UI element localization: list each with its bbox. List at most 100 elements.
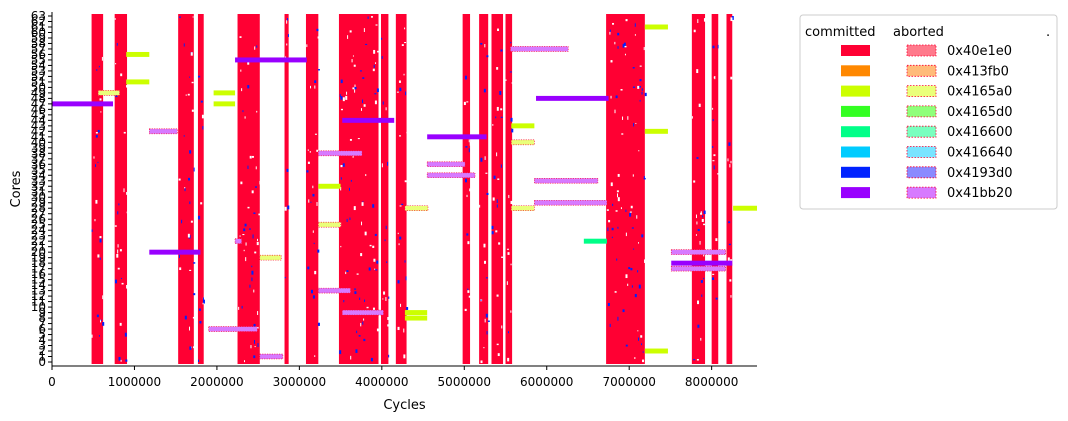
dense-mark xyxy=(617,316,619,321)
dense-mark xyxy=(124,332,127,337)
dense-mark xyxy=(353,64,356,67)
dense-mark xyxy=(399,236,402,240)
dense-mark xyxy=(181,219,183,224)
dense-mark xyxy=(354,84,356,88)
dense-mark xyxy=(644,259,647,263)
dense-mark xyxy=(352,155,354,158)
dense-mark xyxy=(638,337,640,341)
transaction-bar-core-38 xyxy=(318,150,363,157)
dense-mark xyxy=(728,142,731,146)
dense-mark xyxy=(511,82,514,84)
dense-mark xyxy=(287,18,289,21)
dense-band-10 xyxy=(462,14,472,364)
legend-committed-swatch xyxy=(841,45,870,56)
dense-mark xyxy=(256,45,258,48)
dense-mark xyxy=(637,270,639,273)
legend-aborted-swatch xyxy=(906,166,937,179)
dense-mark xyxy=(193,293,196,296)
dense-mark xyxy=(466,194,468,198)
dense-mark xyxy=(255,166,257,170)
y-tick-label: 26 xyxy=(31,212,46,226)
dense-mark xyxy=(360,322,362,327)
dense-mark xyxy=(245,242,247,246)
y-tick-label: 58 xyxy=(31,36,46,50)
dense-band-5 xyxy=(284,14,290,364)
dense-mark xyxy=(372,204,375,208)
dense-mark xyxy=(349,30,352,33)
dense-mark xyxy=(200,100,203,103)
dense-mark xyxy=(378,359,380,363)
legend-aborted-swatch xyxy=(906,186,937,199)
dense-mark xyxy=(340,164,343,168)
dense-mark xyxy=(715,238,718,242)
dense-mark xyxy=(510,41,512,44)
dense-mark xyxy=(372,307,375,311)
dense-mark xyxy=(399,135,402,137)
legend-aborted-header: aborted xyxy=(893,25,944,40)
dense-mark xyxy=(96,69,98,71)
y-tick-label: 50 xyxy=(31,80,46,94)
transaction-bar-core-32 xyxy=(318,183,341,189)
dense-mark xyxy=(703,210,706,215)
dense-mark xyxy=(359,70,362,72)
dense-mark xyxy=(695,214,697,219)
dense-mark xyxy=(256,238,258,242)
dense-mark xyxy=(115,63,117,65)
dense-mark xyxy=(405,276,407,281)
dense-mark xyxy=(615,210,618,212)
dense-mark xyxy=(609,31,611,35)
dense-band-fill xyxy=(462,14,471,364)
dense-band-fill xyxy=(691,14,706,364)
dense-mark xyxy=(244,223,247,227)
dense-band-16 xyxy=(711,14,720,364)
dense-mark xyxy=(202,297,204,300)
dense-mark xyxy=(312,230,314,233)
dense-mark xyxy=(364,299,366,302)
y-tick-label: 0 xyxy=(38,355,46,369)
dense-mark xyxy=(102,295,104,300)
dense-mark xyxy=(99,98,102,101)
y-tick-label: 49 xyxy=(31,86,46,100)
legend-entry-label: 0x4165a0 xyxy=(947,85,1012,100)
y-tick-label: 57 xyxy=(31,42,46,56)
dense-mark xyxy=(480,157,483,162)
dense-mark xyxy=(126,211,129,214)
dense-mark xyxy=(376,328,379,332)
y-tick-label: 52 xyxy=(31,69,46,83)
y-tick-label: 9 xyxy=(38,306,46,320)
dense-mark xyxy=(468,295,471,298)
dense-mark xyxy=(730,76,733,80)
transaction-bar-core-2 xyxy=(644,348,668,354)
dense-mark xyxy=(95,199,98,204)
dense-mark xyxy=(634,293,637,298)
dense-mark xyxy=(510,200,513,205)
dense-mark xyxy=(387,161,389,166)
y-tick-label: 14 xyxy=(31,278,46,292)
dense-mark xyxy=(314,80,317,84)
dense-mark xyxy=(399,87,402,92)
dense-mark xyxy=(630,205,633,209)
dense-mark xyxy=(190,52,193,56)
transaction-bar-core-57 xyxy=(510,46,569,52)
dense-mark xyxy=(245,257,247,262)
dense-mark xyxy=(469,141,471,146)
dense-mark xyxy=(400,303,402,307)
dense-mark xyxy=(385,225,387,230)
dense-mark xyxy=(615,95,618,99)
dense-mark xyxy=(610,60,613,63)
legend-aborted-swatch xyxy=(906,146,937,158)
dense-mark xyxy=(372,245,375,248)
dense-mark xyxy=(617,32,620,36)
transaction-bar-core-42 xyxy=(644,128,668,134)
dense-mark xyxy=(99,238,102,243)
dense-mark xyxy=(193,346,195,349)
dense-mark xyxy=(714,75,716,80)
dense-mark xyxy=(355,349,358,353)
dense-mark xyxy=(385,107,387,111)
dense-mark xyxy=(401,44,404,46)
dense-mark xyxy=(101,56,103,61)
dense-mark xyxy=(616,258,618,261)
dense-mark xyxy=(198,75,201,78)
dense-mark xyxy=(317,69,320,71)
dense-mark xyxy=(624,53,626,56)
